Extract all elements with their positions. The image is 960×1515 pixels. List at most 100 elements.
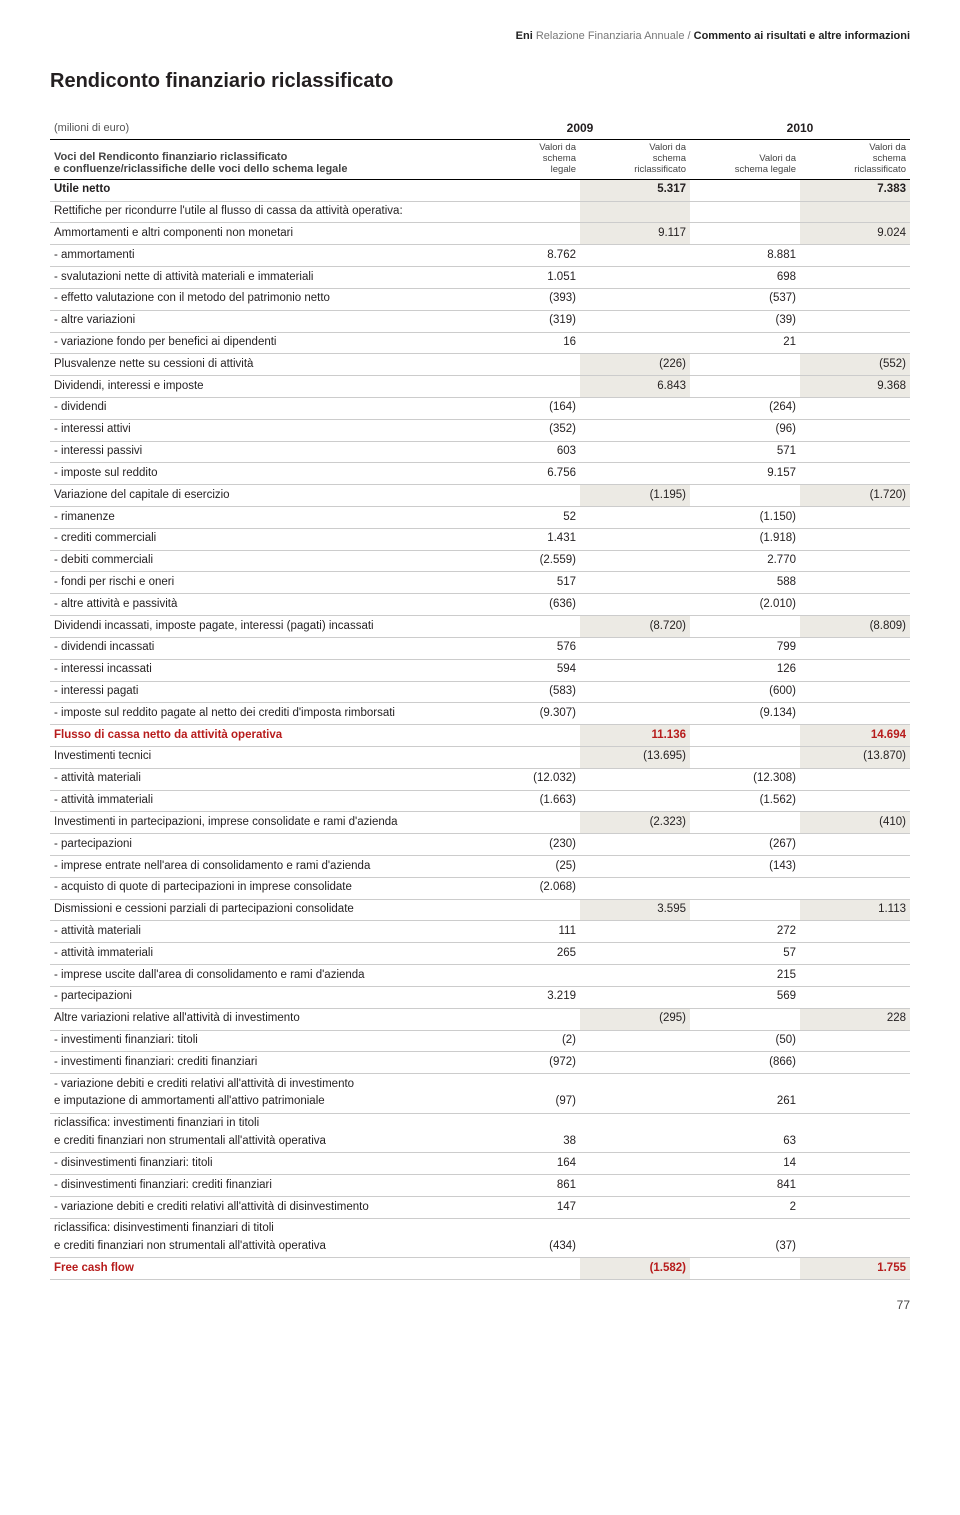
row-label: - partecipazioni [50, 986, 470, 1008]
cell-c: (143) [690, 856, 800, 878]
table-row: - attività materiali(12.032)(12.308) [50, 768, 910, 790]
cell-d [800, 594, 910, 616]
row-label: - attività immateriali [50, 790, 470, 812]
row-label: - imposte sul reddito pagate al netto de… [50, 703, 470, 725]
cell-b: 6.843 [580, 376, 690, 398]
cell-a: 6.756 [470, 463, 580, 485]
cell-c [690, 877, 800, 899]
cell-b [580, 877, 690, 899]
row-label: - partecipazioni [50, 834, 470, 856]
cell-d [800, 703, 910, 725]
col-c: Valori daschema legale [690, 140, 800, 180]
cell-b [580, 1175, 690, 1197]
cell-a: 8.762 [470, 245, 580, 267]
cell-a: (25) [470, 856, 580, 878]
cell-b [580, 986, 690, 1008]
row-label: Investimenti in partecipazioni, imprese … [50, 812, 470, 834]
cell-a: (2) [470, 1030, 580, 1052]
table-row: - dividendi(164)(264) [50, 397, 910, 419]
table-row: Investimenti in partecipazioni, imprese … [50, 812, 910, 834]
cell-b [580, 288, 690, 310]
row-label: - effetto valutazione con il metodo del … [50, 288, 470, 310]
cell-c: 57 [690, 943, 800, 965]
cell-d [800, 441, 910, 463]
cell-d [800, 463, 910, 485]
row-label: Utile netto [50, 179, 470, 201]
cell-d: 228 [800, 1008, 910, 1030]
table-row: - partecipazioni3.219569 [50, 986, 910, 1008]
cell-c [690, 1008, 800, 1030]
row-label: Dividendi incassati, imposte pagate, int… [50, 616, 470, 638]
cell-c: (50) [690, 1030, 800, 1052]
table-row: - fondi per rischi e oneri517588 [50, 572, 910, 594]
table-row: - investimenti finanziari: crediti finan… [50, 1052, 910, 1074]
cell-a [470, 616, 580, 638]
table-row: - investimenti finanziari: titoli(2)(50) [50, 1030, 910, 1052]
table-row: - imprese entrate nell'area di consolida… [50, 856, 910, 878]
cell-c [690, 485, 800, 507]
cell-c: 8.881 [690, 245, 800, 267]
cell-d [800, 419, 910, 441]
table-row: Investimenti tecnici(13.695)(13.870) [50, 746, 910, 768]
cell-b [580, 921, 690, 943]
cell-c [690, 899, 800, 921]
cell-a [470, 812, 580, 834]
cell-d: 14.694 [800, 725, 910, 747]
table-row: Utile netto5.3177.383 [50, 179, 910, 201]
table-row: - attività immateriali(1.663)(1.562) [50, 790, 910, 812]
table-row: - attività materiali111272 [50, 921, 910, 943]
subtitle2: e confluenze/riclassifiche delle voci de… [54, 163, 347, 175]
cell-d [800, 332, 910, 354]
cell-a: (230) [470, 834, 580, 856]
cell-b [580, 790, 690, 812]
table-row: Dividendi, interessi e imposte 6.843 9.368 [50, 376, 910, 398]
col-a: Valori daschemalegale [470, 140, 580, 180]
cell-b [580, 201, 690, 223]
unit-label: (milioni di euro) [50, 117, 470, 140]
cell-d [800, 790, 910, 812]
row-label: - variazione fondo per benefici ai dipen… [50, 332, 470, 354]
row-label: Investimenti tecnici [50, 746, 470, 768]
cell-a: (583) [470, 681, 580, 703]
cell-a: 1.051 [470, 267, 580, 289]
row-label: Flusso di cassa netto da attività operat… [50, 725, 470, 747]
cell-c [690, 354, 800, 376]
cell-c [690, 223, 800, 245]
row-label: - interessi incassati [50, 659, 470, 681]
cell-a: (972) [470, 1052, 580, 1074]
cell-b: (226) [580, 354, 690, 376]
row-label: - interessi attivi [50, 419, 470, 441]
row-label: - svalutazioni nette di attività materia… [50, 267, 470, 289]
table-row: - acquisto di quote di partecipazioni in… [50, 877, 910, 899]
row-label: - imposte sul reddito [50, 463, 470, 485]
cell-a [470, 223, 580, 245]
cell-d: 9.368 [800, 376, 910, 398]
cell-d [800, 986, 910, 1008]
cell-c: (267) [690, 834, 800, 856]
row-label: Dividendi, interessi e imposte [50, 376, 470, 398]
table-row: - dividendi incassati576799 [50, 637, 910, 659]
table-row: Flusso di cassa netto da attività operat… [50, 725, 910, 747]
header-bold: Commento ai risultati e altre informazio… [694, 30, 910, 42]
row-label: - imprese uscite dall'area di consolidam… [50, 965, 470, 987]
row-label: - altre variazioni [50, 310, 470, 332]
table-row: - variazione debiti e crediti relativi a… [50, 1197, 910, 1219]
cell-b [580, 1052, 690, 1074]
row-label: - dividendi [50, 397, 470, 419]
cell-c: (9.134) [690, 703, 800, 725]
col-d: Valori daschemariclassificato [800, 140, 910, 180]
table-row: - effetto valutazione con il metodo del … [50, 288, 910, 310]
row-label: - acquisto di quote di partecipazioni in… [50, 877, 470, 899]
cell-c: 126 [690, 659, 800, 681]
cell-c [690, 1258, 800, 1280]
row-label: - ammortamenti [50, 245, 470, 267]
table-row: - altre variazioni(319)(39) [50, 310, 910, 332]
table-row: - rimanenze52(1.150) [50, 507, 910, 529]
row-label: riclassifica: investimenti finanziari in… [50, 1113, 470, 1153]
row-label: - investimenti finanziari: crediti finan… [50, 1052, 470, 1074]
cell-a [470, 746, 580, 768]
cell-b: 5.317 [580, 179, 690, 201]
cell-d: (13.870) [800, 746, 910, 768]
table-row: - variazione debiti e crediti relativi a… [50, 1074, 910, 1114]
table-row: - crediti commerciali1.431(1.918) [50, 528, 910, 550]
